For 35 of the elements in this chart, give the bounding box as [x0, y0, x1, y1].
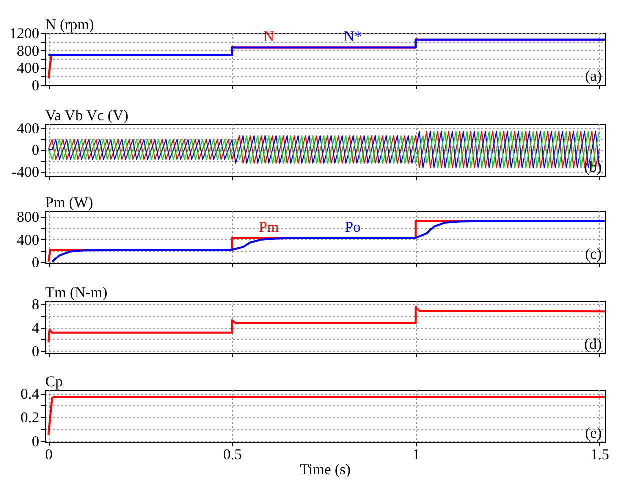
annotation: (c): [585, 247, 602, 263]
annotation: (e): [585, 426, 602, 442]
y-tick-label: 800: [17, 210, 40, 226]
y-tick-label: 4: [32, 321, 40, 338]
annotation: (a): [585, 69, 602, 85]
y-tick-label: 400: [17, 61, 40, 78]
x-tick-label: 1.5: [590, 448, 610, 464]
y-tick-label: 800: [17, 44, 40, 60]
y-axis-title: Pm (W): [46, 196, 94, 212]
y-tick-label: 0: [32, 344, 40, 361]
series-label: Po: [345, 220, 361, 236]
y-axis-title: Tm (N-m): [46, 286, 108, 302]
series-label: N*: [344, 30, 362, 46]
y-tick-label: 1200: [10, 26, 40, 42]
y-axis-title: Va Vb Vc (V): [46, 108, 129, 124]
y-tick-label: 0: [32, 255, 40, 272]
x-tick-label: 1: [412, 448, 420, 464]
x-tick-label: 0: [45, 448, 53, 464]
x-axis-title: Time (s): [300, 462, 351, 478]
y-tick-label: -400: [12, 165, 40, 182]
annotation: (b): [584, 160, 602, 176]
series-label: N: [264, 30, 275, 46]
y-tick-label: 400: [17, 121, 40, 138]
y-tick-label: 0: [32, 78, 40, 94]
x-tick-label: 0.5: [223, 448, 242, 464]
y-tick-label: 0.2: [20, 410, 40, 427]
series-label: Pm: [258, 220, 280, 236]
y-tick-label: 0: [32, 143, 40, 160]
y-axis-title: N (rpm): [46, 18, 94, 34]
y-tick-label: 8: [32, 297, 40, 314]
y-tick-label: 0.4: [20, 387, 40, 404]
y-axis-title: Cp: [46, 374, 64, 390]
y-tick-label: 400: [17, 232, 40, 249]
y-tick-label: 0: [32, 434, 40, 450]
annotation: (d): [584, 337, 602, 353]
